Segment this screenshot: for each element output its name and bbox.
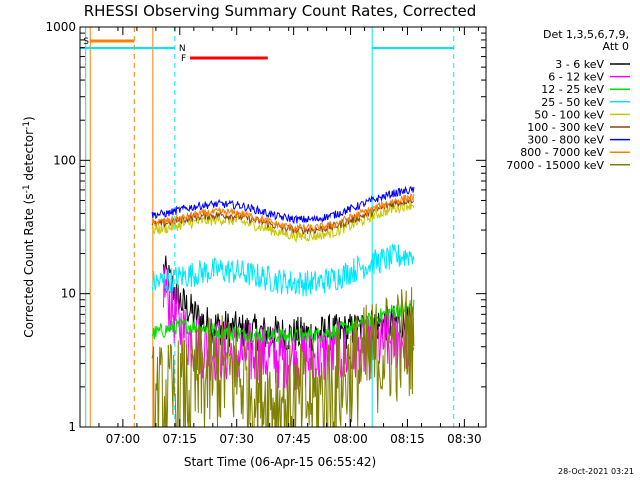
legend-label-7: 800 - 7000 keV: [520, 146, 604, 159]
flag-label-n: N: [179, 44, 186, 54]
x-tick-label-2: 07:30: [219, 432, 254, 446]
legend-label-8: 7000 - 15000 keV: [506, 159, 604, 172]
x-tick-label-1: 07:15: [162, 432, 197, 446]
x-tick-label-3: 07:45: [276, 432, 311, 446]
y-tick-label-2: 100: [53, 153, 76, 167]
x-axis-label: Start Time (06-Apr-15 06:55:42): [184, 455, 376, 469]
series-line-3: [151, 243, 415, 297]
chart-title: RHESSI Observing Summary Count Rates, Co…: [84, 2, 477, 20]
legend-label-6: 300 - 800 keV: [527, 134, 604, 147]
y-tick-label-3: 1000: [45, 20, 76, 34]
y-axis-ticks: 1 10 100 1000: [45, 20, 486, 434]
flag-label-s: S: [83, 37, 89, 47]
x-axis-ticks: 07:00 07:15 07:30 07:45 08:00 08:15 08:30: [79, 27, 482, 446]
legend-label-4: 50 - 100 keV: [534, 108, 604, 121]
x-tick-label-5: 08:15: [390, 432, 425, 446]
legend-label-2: 12 - 25 keV: [541, 83, 604, 96]
series-line-7: [151, 193, 415, 233]
series-line-8: [151, 287, 415, 427]
x-tick-label-6: 08:30: [447, 432, 482, 446]
footer-timestamp: 28-Oct-2021 03:21: [558, 467, 634, 476]
legend-label-0: 3 - 6 keV: [555, 58, 604, 71]
x-tick-label-4: 08:00: [333, 432, 368, 446]
y-axis-label: Corrected Count Rate (s-1 detector-1): [22, 116, 36, 337]
plot-area: S NF: [80, 27, 455, 427]
plot-frame: [79, 26, 487, 428]
series-line-2: [151, 299, 415, 345]
y-tick-label-1: 10: [61, 287, 76, 301]
series-line-6: [151, 185, 415, 225]
legend-label-1: 6 - 12 keV: [548, 71, 604, 84]
x-tick-label-0: 07:00: [106, 432, 141, 446]
flag-label-f: F: [181, 54, 186, 64]
legend-label-3: 25 - 50 keV: [541, 96, 604, 109]
y-tick-label-0: 1: [68, 420, 76, 434]
legend-label-5: 100 - 300 keV: [527, 121, 604, 134]
legend-header-line1: Det 1,3,5,6,7,9,: [543, 28, 629, 41]
legend-header-line2: Att 0: [603, 40, 629, 53]
